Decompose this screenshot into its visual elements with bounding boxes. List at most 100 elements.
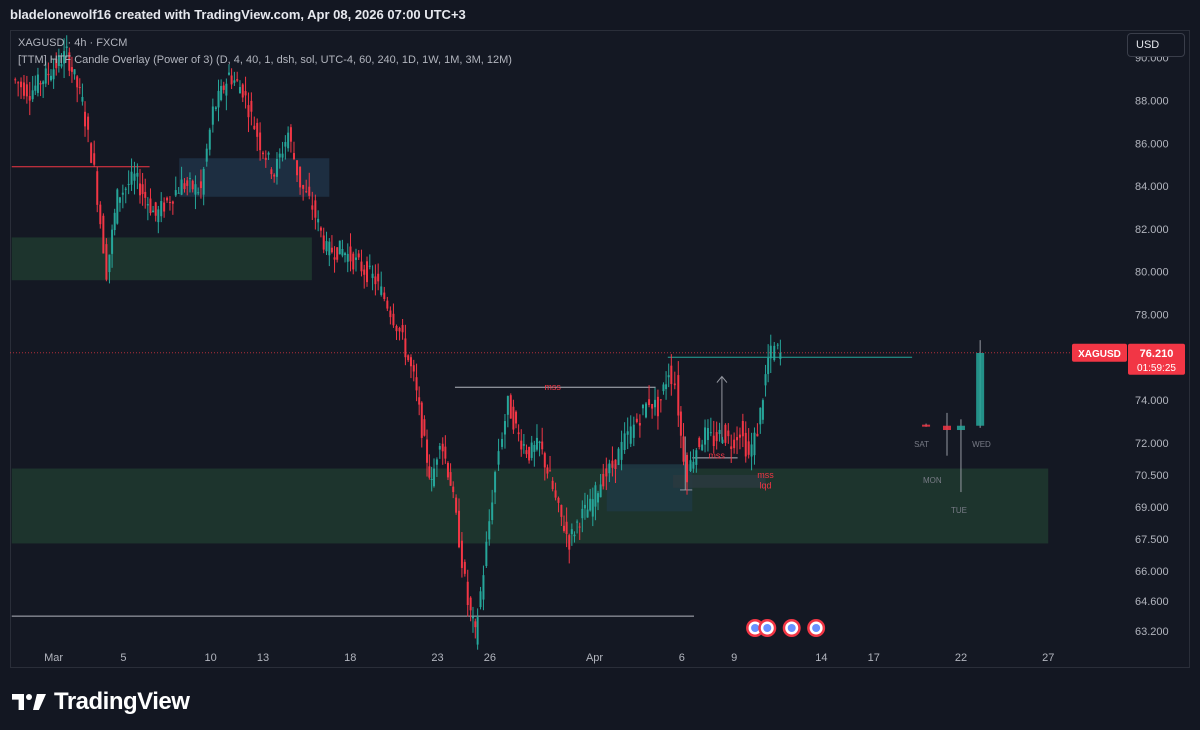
candle-body [124,188,127,190]
candle-body [520,440,523,450]
candle-body [686,454,689,483]
candle-body [641,404,644,409]
candle-body [149,198,152,214]
candle-body [602,473,605,487]
candle-body [296,160,299,176]
candle-body [581,508,584,519]
candle-body [168,202,171,204]
event-icon-flag-1 [763,624,772,632]
candle-body [767,358,770,375]
candle-body [759,407,762,425]
x-tick-label: 23 [431,652,443,664]
mss-label-0: mss [544,382,561,392]
candle-body [199,181,202,189]
candle-body [205,148,208,162]
candle-body [93,153,96,165]
candle-body [506,396,509,415]
candle-body [441,443,444,452]
candle-body [466,581,469,606]
candle-body [63,51,66,64]
y-tick-label: 64.600 [1135,596,1169,608]
candle-body [654,399,657,408]
candle-body [241,84,244,98]
zone-supply-1 [179,158,330,197]
candle-body [363,269,366,275]
candle-body [127,183,130,185]
candle-body [727,430,730,437]
candle-body [328,241,331,256]
htf-label-mon: MON [923,476,942,485]
candle-body [761,400,764,420]
candle-body [138,183,141,196]
candle-body [34,85,37,91]
candle-body [160,201,163,217]
tradingview-logo[interactable]: TradingView [12,688,190,716]
candle-body [133,173,136,181]
candle-body [620,441,623,460]
candle-body [96,171,99,205]
candle-body [113,212,116,231]
candle-body [330,247,333,253]
candle-body [738,434,741,438]
candle-body [667,375,670,378]
candle-body [341,249,344,256]
event-icon-flag-2 [787,624,796,632]
candle-body [662,384,665,392]
chart-area[interactable] [10,30,1190,668]
symbol-legend[interactable]: XAGUSD · 4h · FXCM [18,37,128,49]
attribution-text: bladelonewolf16 created with TradingView… [10,7,466,22]
candle-body [430,479,433,481]
x-tick-label: 13 [257,652,269,664]
candle-body [42,81,45,85]
candle-body [50,75,53,81]
candle-body [776,344,779,346]
candle-body [721,439,724,444]
candle-body [217,90,220,108]
x-tick-label: 14 [815,652,827,664]
tradingview-logo-icon [12,692,46,712]
candle-body [70,67,73,72]
candle-body [420,402,423,438]
candles [14,35,782,650]
candle-body [292,153,295,160]
x-tick-label: 18 [344,652,356,664]
candle-body [31,90,34,100]
candle-body [679,411,682,436]
candle-body [230,75,233,85]
candle-body [503,421,506,435]
candle-body [20,81,23,88]
indicator-legend[interactable]: [TTM] HTF Candle Overlay (Power of 3) (D… [18,54,512,66]
x-tick-label: 9 [731,652,737,664]
candle-body [366,261,369,283]
candle-body [404,338,407,358]
candle-body [211,106,214,125]
candle-body [779,352,782,360]
x-tick-label: 22 [955,652,967,664]
candle-body [538,441,541,444]
candle-body [171,201,174,204]
y-tick-label: 78.000 [1135,309,1169,321]
y-tick-label: 84.000 [1135,181,1169,193]
candle-body [695,450,698,465]
candle-body [389,310,392,318]
candle-body [214,107,217,110]
candle-body [701,444,704,451]
zone-demand-2 [11,468,1049,544]
candle-body [560,504,563,517]
x-tick-label: 6 [679,652,685,664]
candle-body [395,325,398,332]
candle-body [586,509,589,518]
candle-body [111,229,114,254]
candle-body [535,437,538,450]
candle-body [659,399,662,401]
candle-body [773,345,776,361]
candle-body [482,575,485,600]
candle-body [608,463,611,474]
candle-body [262,152,265,155]
candle-body [635,418,638,423]
currency-button[interactable]: USD [1127,33,1185,57]
candle-body [346,253,349,262]
candle-body [756,433,759,437]
candle-body [704,427,707,445]
